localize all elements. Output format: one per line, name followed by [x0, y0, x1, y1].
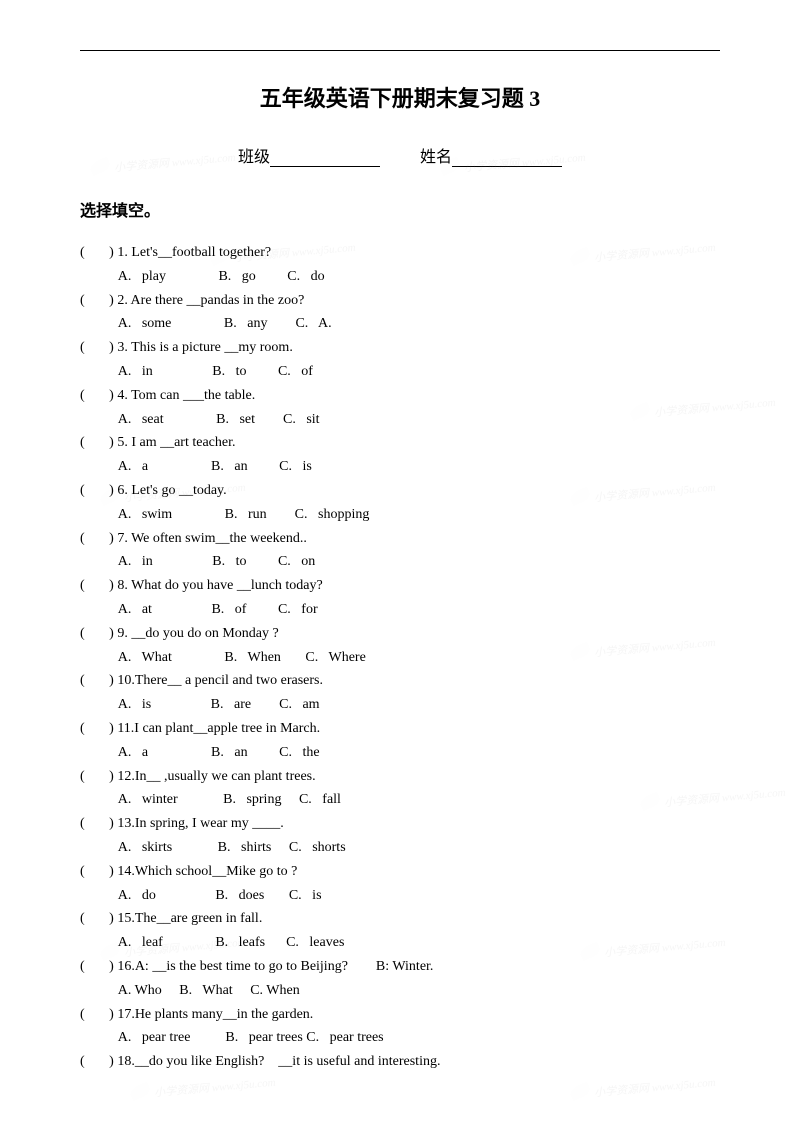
question-stem: ( ) 6. Let's go __today. [80, 479, 720, 503]
question-stem: ( ) 16.A: __is the best time to go to Be… [80, 955, 720, 979]
question-options: A. winter B. spring C. fall [80, 788, 720, 812]
question-stem: ( ) 8. What do you have __lunch today? [80, 574, 720, 598]
question-options: A. in B. to C. on [80, 550, 720, 574]
student-info-row: 班级 姓名 [80, 143, 720, 167]
question-stem: ( ) 11.I can plant__apple tree in March. [80, 717, 720, 741]
question-stem: ( ) 10.There__ a pencil and two erasers. [80, 669, 720, 693]
question-stem: ( ) 12.In__ ,usually we can plant trees. [80, 765, 720, 789]
question-options: A. some B. any C. A. [80, 312, 720, 336]
page-title: 五年级英语下册期末复习题 3 [80, 81, 720, 113]
questions-container: ( ) 1. Let's__football together? A. play… [80, 241, 720, 1074]
question-stem: ( ) 5. I am __art teacher. [80, 431, 720, 455]
question-stem: ( ) 4. Tom can ___the table. [80, 384, 720, 408]
question-stem: ( ) 3. This is a picture __my room. [80, 336, 720, 360]
question-options: A. do B. does C. is [80, 884, 720, 908]
name-blank[interactable] [452, 166, 562, 167]
question-options: A. is B. are C. am [80, 693, 720, 717]
watermark: 小学资源网 www.xj5u.com [130, 1074, 277, 1103]
question-stem: ( ) 13.In spring, I wear my ____. [80, 812, 720, 836]
question-stem: ( ) 17.He plants many__in the garden. [80, 1003, 720, 1027]
question-stem: ( ) 9. __do you do on Monday ? [80, 622, 720, 646]
question-options: A. Who B. What C. When [80, 979, 720, 1003]
question-options: A. leaf B. leafs C. leaves [80, 931, 720, 955]
question-stem: ( ) 18.__do you like English? __it is us… [80, 1050, 720, 1074]
question-options: A. at B. of C. for [80, 598, 720, 622]
question-options: A. seat B. set C. sit [80, 408, 720, 432]
question-options: A. skirts B. shirts C. shorts [80, 836, 720, 860]
question-options: A. a B. an C. is [80, 455, 720, 479]
question-stem: ( ) 14.Which school__Mike go to ? [80, 860, 720, 884]
question-options: A. a B. an C. the [80, 741, 720, 765]
section-header: 选择填空。 [80, 197, 720, 221]
question-stem: ( ) 2. Are there __pandas in the zoo? [80, 289, 720, 313]
question-options: A. What B. When C. Where [80, 646, 720, 670]
question-stem: ( ) 1. Let's__football together? [80, 241, 720, 265]
class-blank[interactable] [270, 166, 380, 167]
question-options: A. play B. go C. do [80, 265, 720, 289]
question-options: A. in B. to C. of [80, 360, 720, 384]
question-options: A. pear tree B. pear trees C. pear trees [80, 1026, 720, 1050]
question-stem: ( ) 15.The__are green in fall. [80, 907, 720, 931]
name-label: 姓名 [420, 149, 452, 166]
top-divider [80, 50, 720, 51]
question-options: A. swim B. run C. shopping [80, 503, 720, 527]
watermark: 小学资源网 www.xj5u.com [570, 1074, 717, 1103]
question-stem: ( ) 7. We often swim__the weekend.. [80, 527, 720, 551]
class-label: 班级 [238, 149, 270, 166]
